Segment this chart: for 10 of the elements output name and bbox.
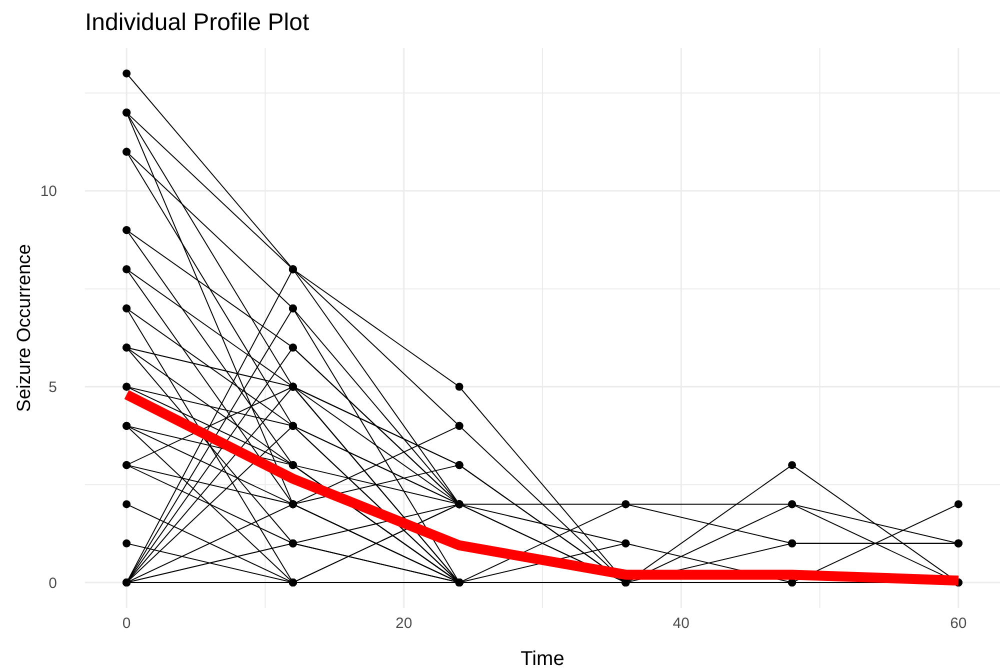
x-tick-label: 60: [950, 615, 967, 632]
x-tick-label: 20: [396, 615, 412, 632]
x-tick-label: 0: [122, 615, 131, 632]
y-tick-label: 5: [48, 378, 57, 396]
y-axis-title: Seizure Occurrence: [14, 244, 35, 412]
x-axis-title: Time: [520, 648, 564, 669]
y-tick-label: 0: [48, 574, 57, 592]
y-tick-label: 10: [40, 183, 57, 200]
chart-title: Individual Profile Plot: [85, 9, 310, 36]
x-tick-label: 40: [672, 615, 690, 632]
